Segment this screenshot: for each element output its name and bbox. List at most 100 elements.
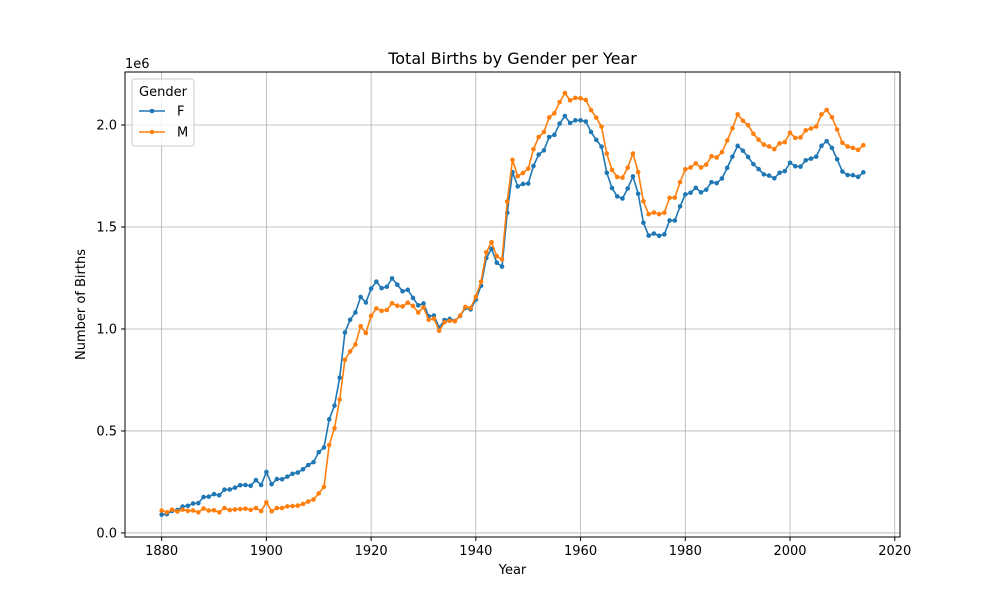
data-point: [274, 476, 280, 482]
data-point: [646, 211, 651, 217]
data-point: [698, 190, 704, 195]
legend-title: Gender: [139, 85, 188, 100]
data-point: [693, 161, 699, 166]
plot-area: [125, 72, 900, 537]
data-point: [316, 449, 322, 455]
data-point: [269, 481, 274, 487]
data-point: [206, 508, 212, 513]
data-point: [374, 306, 379, 311]
data-point: [290, 503, 295, 509]
data-point: [756, 137, 761, 143]
data-point: [604, 170, 610, 176]
data-point: [620, 196, 625, 201]
data-point: [808, 126, 814, 131]
data-point: [714, 155, 720, 160]
data-point: [834, 156, 840, 162]
data-point: [227, 507, 233, 513]
data-point: [599, 124, 604, 129]
data-point: [855, 147, 861, 153]
data-point: [578, 118, 583, 123]
data-point: [845, 172, 850, 178]
data-point: [499, 264, 505, 269]
data-point: [593, 115, 599, 120]
data-point: [777, 170, 782, 176]
data-point: [787, 130, 793, 136]
data-point: [819, 143, 824, 149]
data-point: [677, 179, 683, 185]
data-point: [326, 442, 332, 448]
data-point: [630, 174, 636, 179]
data-point: [332, 403, 337, 408]
data-point: [468, 305, 473, 311]
data-point: [536, 134, 541, 140]
data-point: [714, 180, 720, 186]
data-point: [159, 508, 164, 513]
data-point: [798, 164, 803, 169]
data-point: [620, 175, 625, 180]
data-point: [525, 166, 531, 171]
data-point: [232, 485, 238, 490]
data-point: [520, 170, 526, 176]
data-point: [190, 501, 196, 506]
data-point: [567, 120, 573, 126]
legend: Gender FM: [131, 78, 195, 147]
data-point: [337, 397, 343, 402]
data-point: [651, 210, 657, 215]
data-point: [525, 181, 531, 186]
data-point: [751, 131, 756, 137]
data-point: [557, 99, 562, 105]
y-tick-label: 0.5: [96, 424, 117, 439]
data-point: [573, 118, 578, 123]
data-point: [279, 505, 285, 511]
data-point: [855, 174, 861, 180]
data-point: [211, 491, 217, 497]
legend-label-f: F: [177, 105, 184, 120]
data-point: [667, 218, 672, 223]
data-point: [342, 330, 348, 335]
series-m: [159, 90, 866, 515]
data-point: [683, 192, 688, 197]
data-point: [751, 161, 756, 167]
data-point: [646, 233, 651, 238]
y-axis-offset-label: 1e6: [125, 57, 150, 72]
y-tick-label: 1.5: [96, 221, 117, 236]
data-point: [735, 143, 740, 149]
data-point: [782, 139, 788, 145]
data-point: [724, 138, 730, 143]
data-point: [169, 507, 175, 512]
data-point: [353, 310, 358, 315]
data-point: [248, 507, 253, 513]
data-point: [410, 295, 416, 301]
data-point: [379, 285, 384, 291]
data-point: [772, 175, 777, 181]
data-point: [190, 508, 196, 513]
data-point: [803, 128, 809, 133]
grid: [125, 72, 900, 537]
data-point: [279, 476, 285, 482]
data-point: [730, 125, 735, 131]
y-tick-label: 0.0: [96, 526, 117, 541]
data-point: [196, 500, 201, 506]
data-point: [656, 211, 662, 217]
data-point: [185, 508, 191, 514]
data-point: [379, 308, 384, 314]
data-point: [604, 151, 610, 156]
x-tick-label: 1920: [355, 544, 388, 559]
data-point: [447, 318, 452, 324]
data-point: [541, 148, 547, 153]
data-point: [258, 508, 264, 514]
data-point: [442, 319, 447, 325]
data-point: [326, 417, 332, 422]
data-point: [709, 153, 714, 159]
data-point: [463, 304, 468, 310]
data-point: [431, 316, 437, 321]
data-point: [693, 185, 699, 191]
data-point: [834, 127, 840, 132]
data-point: [567, 98, 573, 103]
data-point: [258, 482, 264, 488]
data-point: [196, 510, 201, 515]
data-point: [494, 253, 500, 259]
data-point: [730, 154, 735, 159]
data-point: [426, 317, 432, 323]
